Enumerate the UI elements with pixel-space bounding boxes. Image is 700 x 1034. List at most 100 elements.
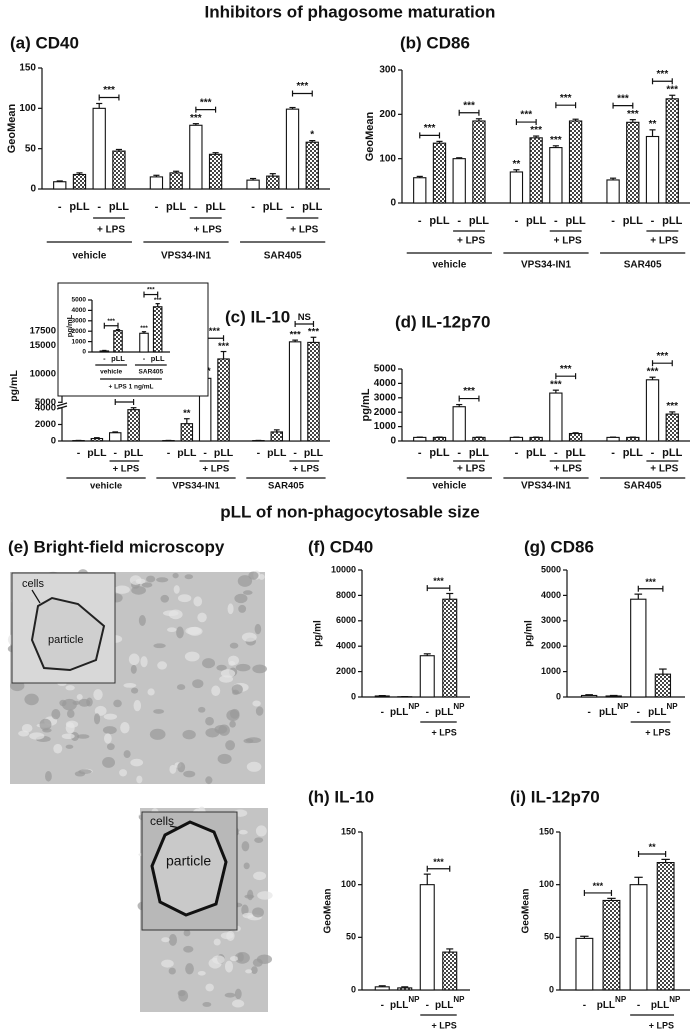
- significance-label: ***: [107, 318, 115, 325]
- cell: [156, 577, 169, 583]
- x-tick-label: pLLNP: [435, 995, 465, 1011]
- x-tick-label: -: [155, 201, 159, 213]
- cell: [213, 938, 221, 946]
- category-superscript: NP: [617, 702, 629, 711]
- y-tick-label: 100: [19, 103, 36, 114]
- bar: [654, 673, 672, 698]
- x-tick-label: -: [637, 1000, 640, 1011]
- y-tick-label: 4000: [374, 378, 397, 389]
- cell: [224, 992, 236, 998]
- cell: [243, 862, 250, 870]
- cell: [61, 733, 75, 740]
- bar: [665, 413, 679, 442]
- category: -: [113, 447, 117, 459]
- bar: [180, 423, 194, 442]
- bar: [442, 598, 458, 698]
- significance-label: ***: [560, 364, 572, 375]
- cell: [168, 967, 176, 975]
- significance-label: ***: [657, 69, 669, 80]
- bar: [568, 432, 583, 442]
- bar: [665, 98, 679, 204]
- cell: [238, 604, 247, 613]
- y-tick-label: 1000: [72, 338, 87, 345]
- category: -: [457, 215, 461, 227]
- x-tick-label: pLL: [263, 201, 283, 213]
- significance-label: ***: [154, 297, 162, 304]
- category: pLL: [111, 354, 125, 363]
- cell: [53, 743, 63, 754]
- y-axis-label: pg/mL: [65, 314, 74, 337]
- significance-label: ***: [433, 857, 444, 867]
- category: -: [637, 1000, 640, 1011]
- x-tick-label: pLL: [469, 215, 489, 227]
- category: -: [167, 447, 171, 459]
- category-superscript: NP: [669, 995, 681, 1004]
- significance-label: ***: [200, 97, 212, 108]
- x-tick-label: pLL: [214, 447, 234, 459]
- category: pLL: [597, 1000, 615, 1011]
- category: pLL: [469, 447, 489, 459]
- y-tick-label: 4000: [541, 590, 561, 600]
- bar: [452, 158, 466, 204]
- x-tick-label: pLLNP: [390, 995, 420, 1011]
- category: pLL: [662, 447, 682, 459]
- x-tick-label: -: [203, 447, 207, 459]
- significance-label: *: [310, 130, 314, 141]
- category: -: [457, 447, 461, 459]
- cell: [78, 698, 91, 707]
- cell: [65, 720, 79, 728]
- category: pLL: [302, 201, 322, 213]
- significance-label: ***: [190, 113, 202, 124]
- group-label: vehicle: [72, 251, 106, 262]
- cell: [76, 694, 83, 700]
- significance-label: ***: [593, 881, 604, 891]
- category: -: [155, 201, 159, 213]
- cell: [245, 737, 262, 744]
- cell: [183, 945, 194, 953]
- cell: [39, 718, 52, 731]
- y-axis-label: pg/ml: [524, 620, 535, 647]
- bar: [413, 436, 427, 442]
- significance-label: ***: [147, 287, 155, 294]
- category: -: [554, 447, 558, 459]
- significance-label: ***: [463, 100, 475, 111]
- bar: [397, 987, 413, 991]
- bar: [626, 436, 640, 442]
- cell: [237, 575, 253, 587]
- cell: [102, 756, 116, 768]
- microscopy-insets: cells particle cells particle: [11, 572, 238, 931]
- significance-label: **: [513, 159, 521, 170]
- y-tick-label: 5000: [72, 297, 87, 304]
- cell: [198, 706, 206, 713]
- x-tick-label: -: [587, 707, 590, 718]
- category: pLL: [662, 215, 682, 227]
- x-tick-label: pLLNP: [648, 702, 678, 718]
- significance-label: **: [649, 119, 657, 130]
- x-tick-label: -: [426, 707, 429, 718]
- category: pLL: [267, 447, 287, 459]
- y-tick-label: 2000: [72, 328, 87, 335]
- significance-label: NS: [298, 312, 311, 323]
- cell: [123, 683, 137, 688]
- particle-outline: [150, 820, 228, 917]
- cell: [184, 574, 194, 580]
- y-tick-label: 2000: [336, 666, 356, 676]
- cell: [241, 841, 250, 852]
- x-tick-label: pLL: [206, 201, 226, 213]
- group-label: + LPS: [650, 236, 678, 247]
- cell: [29, 732, 45, 740]
- y-tick-label: 50: [544, 932, 554, 942]
- cell: [153, 643, 166, 649]
- group-label: + LPS: [292, 464, 319, 475]
- x-tick-label: -: [167, 447, 171, 459]
- x-tick-label: -: [418, 215, 422, 227]
- category: pLL: [429, 215, 449, 227]
- y-tick-label: 100: [379, 153, 396, 164]
- image-label: cells: [22, 578, 45, 590]
- cell: [205, 983, 214, 992]
- cell: [42, 728, 52, 733]
- cell: [168, 934, 177, 946]
- image-label: particle: [48, 634, 83, 646]
- bar: [472, 436, 486, 442]
- cell: [212, 955, 225, 964]
